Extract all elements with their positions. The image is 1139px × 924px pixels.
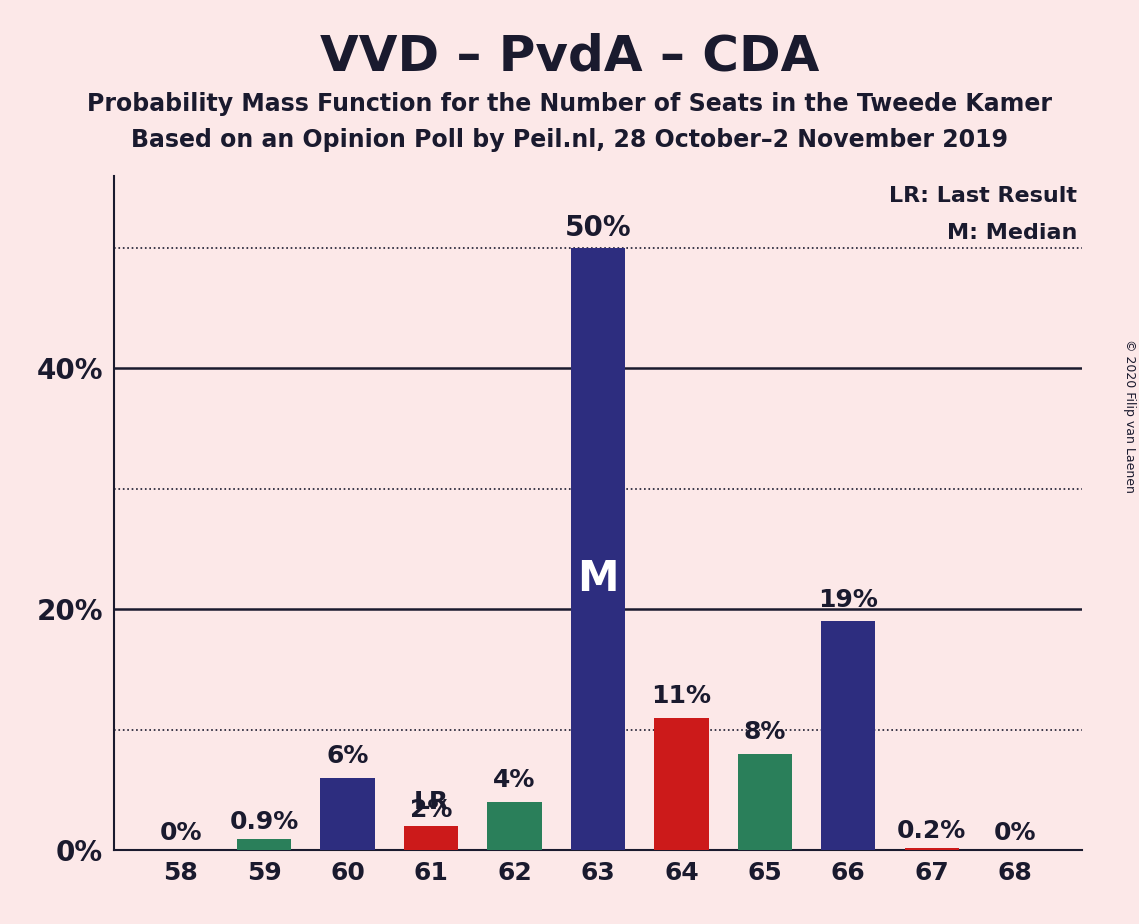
Bar [738, 754, 792, 850]
Text: 0%: 0% [994, 821, 1036, 845]
Text: 19%: 19% [819, 588, 878, 612]
Text: M: Median: M: Median [947, 223, 1077, 243]
Text: M: M [577, 558, 618, 600]
Bar [571, 248, 625, 850]
Bar [904, 847, 959, 850]
Text: 11%: 11% [652, 684, 712, 708]
Bar [821, 621, 876, 850]
Text: 4%: 4% [493, 768, 535, 792]
Bar [237, 839, 292, 850]
Text: LR: Last Result: LR: Last Result [890, 186, 1077, 206]
Text: 0.9%: 0.9% [229, 810, 298, 834]
Bar [487, 802, 542, 850]
Text: 6%: 6% [327, 744, 369, 768]
Bar [404, 826, 458, 850]
Text: Based on an Opinion Poll by Peil.nl, 28 October–2 November 2019: Based on an Opinion Poll by Peil.nl, 28 … [131, 128, 1008, 152]
Text: LR: LR [413, 790, 449, 814]
Text: 8%: 8% [744, 720, 786, 744]
Text: Probability Mass Function for the Number of Seats in the Tweede Kamer: Probability Mass Function for the Number… [87, 92, 1052, 116]
Text: 0.2%: 0.2% [898, 819, 967, 843]
Text: VVD – PvdA – CDA: VVD – PvdA – CDA [320, 32, 819, 80]
Text: © 2020 Filip van Laenen: © 2020 Filip van Laenen [1123, 339, 1137, 492]
Bar [320, 778, 375, 850]
Bar [654, 718, 708, 850]
Text: 2%: 2% [410, 798, 452, 822]
Text: 50%: 50% [565, 213, 631, 242]
Text: 0%: 0% [159, 821, 202, 845]
